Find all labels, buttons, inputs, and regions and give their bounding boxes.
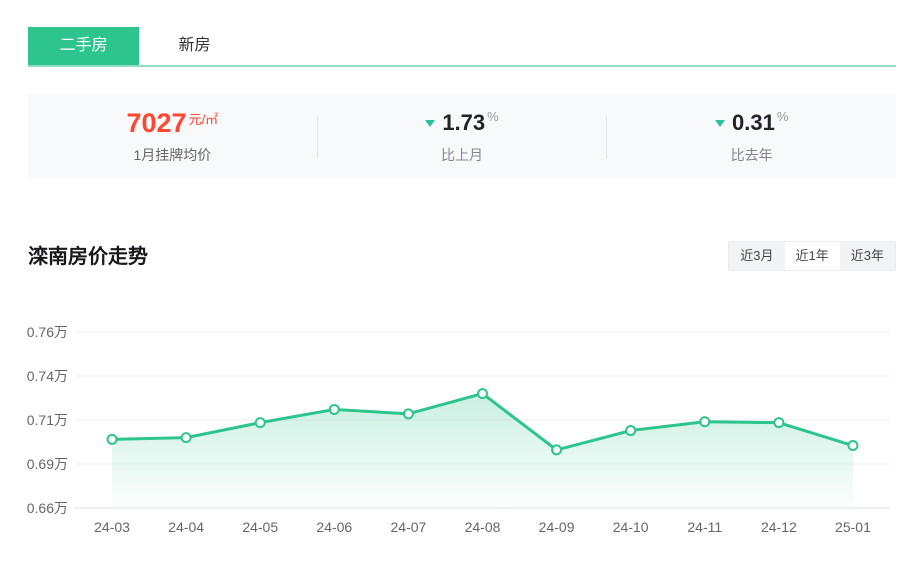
yoy-value: 0.31 [731,110,775,135]
down-triangle-icon [714,119,725,127]
chart-y-tick-label: 0.76万 [27,324,68,340]
tab-new-house[interactable]: 新房 [139,27,250,65]
chart-x-tick-label: 24-05 [242,519,278,535]
stat-avg-price: 7027 元/㎡ 1月挂牌均价 [28,108,317,165]
stats-divider [606,115,608,158]
yoy-label: 比去年 [730,147,773,163]
chart-point[interactable] [773,417,785,429]
chart-point[interactable] [699,416,711,428]
avg-price-value: 7027 [126,107,187,138]
avg-price-label: 1月挂牌均价 [133,147,212,163]
chart-point[interactable] [106,433,118,445]
down-triangle-icon [425,119,436,127]
chart-y-tick-label: 0.69万 [27,456,68,472]
chart-x-tick-label: 24-09 [539,519,575,535]
chart-x-tick-label: 24-08 [465,519,501,535]
chart-x-tick-label: 24-10 [613,519,649,535]
yoy-unit: % [776,109,789,124]
mom-label: 比上月 [441,147,483,163]
chart-x-tick-label: 24-06 [316,519,352,535]
mom-value: 1.73 [442,110,486,135]
chart-point[interactable] [402,408,414,420]
chart-point[interactable] [180,432,192,444]
chart-y-tick-label: 0.71万 [27,412,68,428]
chart-point[interactable] [328,403,340,415]
range-button-1y[interactable]: 近1年 [784,242,840,270]
page-title: 滦南房价走势 [28,246,148,268]
tab-bar: 二手房 新房 [28,27,250,65]
chart-point[interactable] [254,417,266,429]
chart-point[interactable] [625,425,637,437]
chart-y-tick-label: 0.74万 [27,368,68,384]
stats-divider [316,115,318,158]
mom-unit: % [487,109,499,124]
stat-month-over-month: 1.73 % 比上月 [318,108,607,165]
range-button-3m[interactable]: 近3月 [740,248,774,263]
chart-x-tick-label: 24-12 [761,519,797,535]
chart-x-tick-label: 24-04 [168,519,204,535]
chart-x-tick-label: 24-07 [391,519,427,535]
chart-y-tick-label: 0.66万 [27,500,68,516]
stats-card: 7027 元/㎡ 1月挂牌均价 1.73 % 比上月 0.31 % 比去年 [28,94,896,179]
chart-point[interactable] [551,444,563,456]
range-selector: 近3月 近1年 近3年 [728,241,896,271]
price-trend-chart: 0.66万 0.69万 0.71万 0.74万 0.76万 24-03 24-04 24-05… [0,300,918,555]
chart-point[interactable] [847,440,859,452]
tab-second-hand[interactable]: 二手房 [28,27,139,65]
tab-underline [28,65,896,67]
chart-x-tick-label: 24-11 [687,519,722,535]
chart-point[interactable] [477,388,488,400]
avg-price-unit: 元/㎡ [188,112,219,127]
chart-x-tick-label: 24-03 [94,519,130,535]
chart-area-fill [112,393,853,508]
range-button-3y[interactable]: 近3年 [850,248,884,263]
chart-x-tick-label: 25-01 [835,519,871,535]
price-trend-svg: 0.66万 0.69万 0.71万 0.74万 0.76万 24-03 24-04 24-05… [27,324,890,535]
stat-year-over-year: 0.31 % 比去年 [607,108,896,165]
